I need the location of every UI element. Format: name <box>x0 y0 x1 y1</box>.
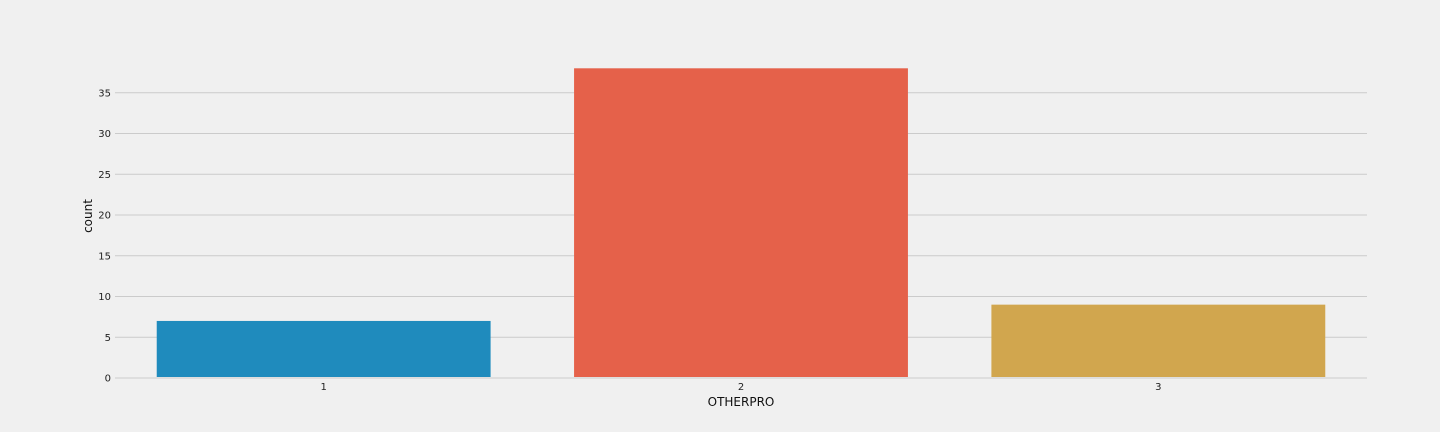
y-tick-labels: 0 5 10 15 20 25 30 35 <box>98 88 111 384</box>
y-tick-label-20: 20 <box>98 211 111 222</box>
bar-1 <box>156 320 491 377</box>
y-tick-label-35: 35 <box>98 88 111 99</box>
x-tick-labels: 1 2 3 <box>320 382 1161 393</box>
y-tick-label-15: 15 <box>98 251 111 262</box>
x-tick-label-1: 1 <box>320 382 326 393</box>
x-axis-label: OTHERPRO <box>708 395 775 409</box>
x-tick-label-3: 3 <box>1155 382 1161 393</box>
bar-2 <box>574 68 908 378</box>
bar-3 <box>991 304 1326 377</box>
y-tick-label-5: 5 <box>105 333 111 344</box>
y-tick-label-10: 10 <box>98 292 111 303</box>
x-tick-label-2: 2 <box>738 382 744 393</box>
y-tick-label-0: 0 <box>105 374 111 385</box>
y-tick-label-30: 30 <box>98 129 111 140</box>
y-axis-label: count <box>81 199 95 233</box>
bars <box>156 68 1326 378</box>
y-tick-label-25: 25 <box>98 170 111 181</box>
